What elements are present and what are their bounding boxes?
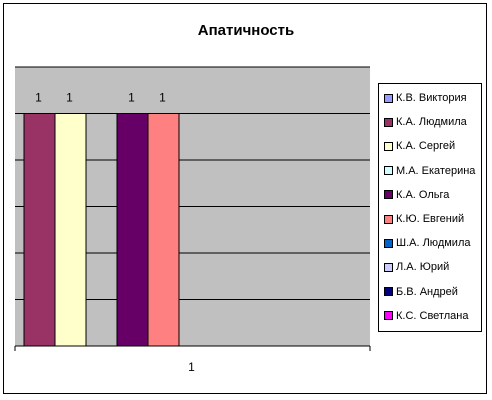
legend-item: Ш.А. Людмила	[384, 235, 470, 251]
data-label: 1	[159, 91, 166, 105]
legend-swatch	[384, 287, 393, 297]
legend-swatch	[384, 190, 393, 200]
bar-3	[54, 113, 87, 347]
legend-label: Л.А. Юрий	[396, 261, 450, 274]
legend-label: Б.В. Андрей	[396, 285, 458, 298]
legend-swatch	[384, 311, 393, 321]
legend-swatch	[384, 214, 393, 224]
legend-swatch	[384, 141, 393, 151]
legend-item: М.А. Екатерина	[384, 163, 475, 179]
legend-item: К.А. Людмила	[384, 114, 467, 130]
legend-item: К.С. Светлана	[384, 308, 468, 324]
legend-item: К.А. Сергей	[384, 138, 455, 154]
x-tick-label: 1	[188, 360, 195, 374]
legend-label: К.А. Людмила	[396, 116, 467, 129]
legend-item: К.Ю. Евгений	[384, 211, 464, 227]
data-label: 1	[66, 91, 73, 105]
legend-swatch	[384, 166, 393, 176]
data-label: 1	[35, 91, 42, 105]
legend-label: К.А. Сергей	[396, 140, 456, 153]
legend-label: М.А. Екатерина	[396, 164, 476, 177]
bar-6	[147, 113, 180, 347]
legend-item: Б.В. Андрей	[384, 284, 458, 300]
legend-swatch	[384, 117, 393, 127]
data-label: 1	[128, 91, 135, 105]
chart-legend: К.В. Виктория К.А. Людмила К.А. Сергей М.А.…	[378, 83, 482, 332]
legend-label: К.С. Светлана	[396, 309, 469, 322]
legend-label: Ш.А. Людмила	[396, 237, 471, 250]
legend-swatch	[384, 238, 393, 248]
legend-label: К.Ю. Евгений	[396, 213, 465, 225]
bar-5	[116, 113, 149, 347]
legend-item: К.А. Ольга	[384, 187, 449, 203]
legend-label: К.А. Ольга	[396, 188, 450, 201]
bar-2	[23, 113, 56, 347]
legend-label: К.В. Виктория	[396, 92, 467, 104]
legend-swatch	[384, 262, 393, 272]
legend-item: К.В. Виктория	[384, 90, 467, 106]
legend-item: Л.А. Юрий	[384, 259, 449, 275]
chart-title: Апатичность	[197, 22, 295, 39]
legend-swatch	[384, 93, 393, 103]
